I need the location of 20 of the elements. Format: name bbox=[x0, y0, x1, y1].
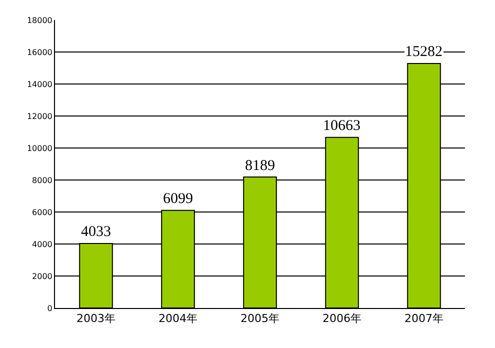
x-tick-label: 2003年 bbox=[76, 312, 116, 326]
y-tick-label: 18000 bbox=[26, 16, 52, 25]
y-tick-label: 0 bbox=[47, 304, 52, 313]
x-tick-label: 2004年 bbox=[158, 312, 198, 326]
x-tick-label: 2005年 bbox=[240, 312, 280, 326]
x-tick-label: 2007年 bbox=[404, 312, 444, 326]
data-label: 8189 bbox=[245, 158, 275, 174]
data-label: 15282 bbox=[405, 44, 442, 60]
y-tick-label: 6000 bbox=[32, 208, 52, 217]
y-tick-label: 4000 bbox=[32, 240, 52, 249]
data-label: 4033 bbox=[81, 224, 111, 240]
y-tick-label: 2000 bbox=[32, 272, 52, 281]
y-tick-label: 8000 bbox=[32, 176, 52, 185]
y-tick-label: 10000 bbox=[26, 144, 52, 153]
y-tick-label: 14000 bbox=[26, 80, 52, 89]
y-tick-label: 16000 bbox=[26, 48, 52, 57]
y-tick-label: 12000 bbox=[26, 112, 52, 121]
data-label: 6099 bbox=[163, 191, 193, 207]
x-tick-label: 2006年 bbox=[322, 312, 362, 326]
data-label: 10663 bbox=[323, 118, 360, 134]
